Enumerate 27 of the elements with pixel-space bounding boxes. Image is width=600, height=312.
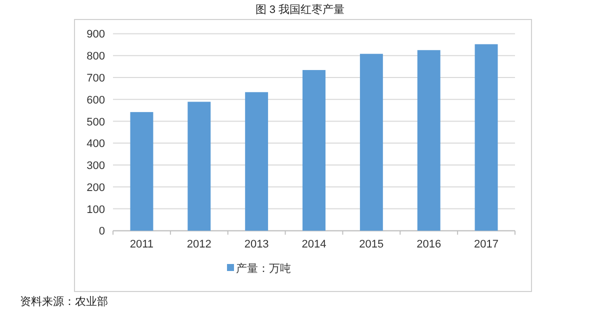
- y-tick-label: 800: [86, 50, 105, 63]
- bar: [188, 102, 211, 231]
- bar: [417, 50, 440, 231]
- y-tick-label: 0: [98, 226, 105, 238]
- legend-label: 产量：万吨: [236, 262, 291, 275]
- text: 资料来源：农业部: [20, 295, 108, 308]
- x-tick-label: 2016: [416, 238, 442, 251]
- x-tick-label: 2011: [130, 238, 154, 251]
- y-tick-label: 200: [86, 182, 105, 194]
- x-tick-label: 2012: [186, 238, 212, 251]
- y-tick-label: 100: [86, 204, 105, 216]
- y-tick-label: 500: [86, 116, 105, 128]
- bar: [474, 44, 498, 231]
- x-tick-label: 2014: [302, 238, 326, 251]
- bar: [245, 92, 268, 231]
- y-tick-label: 600: [86, 94, 105, 106]
- y-tick-label: 900: [86, 28, 105, 41]
- y-tick-label: 300: [86, 160, 105, 172]
- x-tick-label: 2013: [244, 238, 269, 251]
- y-tick-label: 700: [86, 72, 105, 84]
- bar: [302, 70, 326, 231]
- bar: [360, 54, 383, 231]
- x-tick-label: 2017: [474, 238, 499, 251]
- x-tick-label: 2015: [359, 238, 384, 251]
- chart-title: 图 3 我国红枣产量: [255, 3, 345, 16]
- bar: [130, 112, 154, 231]
- y-tick-label: 400: [86, 138, 105, 150]
